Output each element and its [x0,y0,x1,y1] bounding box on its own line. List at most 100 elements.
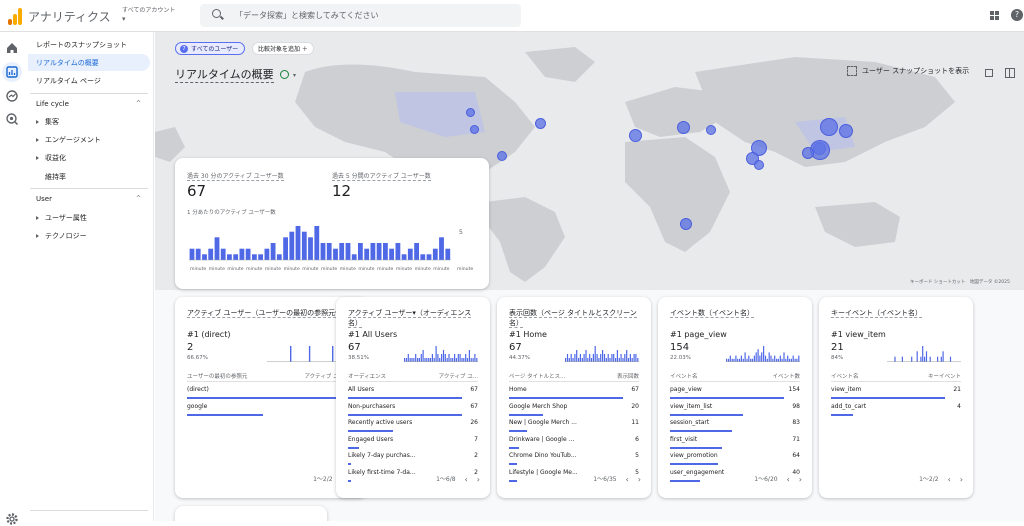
spark-bar[interactable] [942,351,944,362]
spark-bar[interactable] [598,358,600,362]
spark-bar[interactable] [785,358,787,362]
map-attribution[interactable]: キーボード ショートカット 地図データ ©2025 [910,280,1010,285]
table-row[interactable]: view_item 21 [831,384,961,401]
spark-bar[interactable] [744,352,746,362]
spark-bar[interactable] [790,358,792,362]
card-title[interactable]: イベント数（イベント名） [670,308,800,318]
col-header-right[interactable]: アクティブ ユ... [438,374,478,380]
spark-bar[interactable] [596,354,598,362]
spark-bar[interactable] [792,355,794,362]
spark-bar[interactable] [940,356,942,362]
map-bubble[interactable] [629,129,642,142]
chevron-left-icon[interactable]: ‹ [786,475,790,484]
spark-bar[interactable] [429,358,432,362]
minute-bar[interactable] [289,231,295,260]
minute-bar[interactable] [389,248,394,260]
table-row[interactable]: New | Google Merch ... 11 [509,417,639,434]
minute-bar[interactable] [270,243,276,260]
spark-bar[interactable] [607,354,609,362]
spark-bar[interactable] [405,358,408,362]
spark-bar[interactable] [727,358,730,362]
spark-bar[interactable] [615,358,617,362]
table-row[interactable]: Home 67 [509,384,639,401]
spark-bar[interactable] [613,354,615,362]
table-row[interactable]: All Users 67 [348,384,478,401]
spark-bar[interactable] [413,358,415,362]
spark-bar[interactable] [774,355,776,362]
spark-bar[interactable] [433,358,435,362]
spark-bar[interactable] [415,354,417,362]
reports-icon[interactable] [2,62,22,82]
minute-bar[interactable] [426,254,432,260]
spark-bar[interactable] [770,355,772,362]
spark-bar[interactable] [729,355,731,362]
spark-bar[interactable] [620,354,622,362]
spark-bar[interactable] [616,350,618,362]
spark-bar[interactable] [476,358,478,362]
spark-bar[interactable] [603,354,606,362]
col-header-left[interactable]: イベント名 [670,374,698,380]
card-title[interactable]: 表示回数（ページ タイトルとスクリーン名） [509,308,639,328]
spark-bar[interactable] [585,350,587,362]
spark-bar[interactable] [742,358,744,362]
minute-bar[interactable] [395,243,401,260]
table-row[interactable]: (direct)2 [187,384,355,401]
table-row[interactable]: Google Merch Shop 20 [509,401,639,418]
columns-icon[interactable] [1005,68,1015,78]
chevron-left-icon[interactable]: ‹ [625,475,629,484]
spark-bar[interactable] [409,358,411,362]
map-bubble[interactable] [470,125,479,134]
apps-grid-icon[interactable] [990,11,999,20]
spark-bar[interactable] [568,358,570,362]
spark-bar[interactable] [459,354,461,362]
spark-bar[interactable] [635,354,637,362]
spark-bar[interactable] [461,358,463,362]
col-header-right[interactable]: イベント数 [772,374,800,380]
minute-bar[interactable] [383,243,388,260]
world-map[interactable]: 7 すべてのユーザー 比較対象を追加 ＋ リアルタイムの概要 ▾ ユーザー スナッ… [155,32,1024,290]
spark-bar[interactable] [748,355,750,362]
spark-bar[interactable] [768,352,770,362]
minute-bar[interactable] [314,226,320,260]
spark-bar[interactable] [737,358,739,362]
minute-bar[interactable] [208,248,214,260]
minute-bar[interactable] [364,248,370,260]
spark-bar[interactable] [454,354,456,362]
chevron-right-icon[interactable]: › [959,475,963,484]
section-user[interactable]: User ^ [36,195,141,203]
analytics-logo[interactable] [8,7,22,25]
add-comparison-button[interactable]: 比較対象を追加 ＋ [252,42,314,55]
minute-bar[interactable] [220,248,226,260]
minute-bar[interactable] [301,231,307,260]
spark-bar[interactable] [740,355,742,362]
spark-bar[interactable] [779,355,781,362]
spark-bar[interactable] [574,354,576,362]
table-row[interactable]: Drinkware | Google ... 6 [509,434,639,451]
spark-bar[interactable] [435,346,437,362]
minute-bar[interactable] [258,254,263,260]
chevron-right-icon[interactable]: › [637,475,641,484]
spark-bar[interactable] [442,350,445,362]
fullscreen-icon[interactable] [985,69,993,77]
spark-bar[interactable] [901,356,903,362]
spark-bar[interactable] [751,358,754,362]
spark-bar[interactable] [579,354,581,362]
card-title[interactable]: キーイベント（イベント名） [831,308,961,318]
minute-bar[interactable] [308,237,313,260]
spark-bar[interactable] [794,358,796,362]
chevron-left-icon[interactable]: ‹ [464,475,468,484]
spark-bar[interactable] [566,354,569,362]
col-header-left[interactable]: オーディエンス [348,374,387,380]
sidebar-item-realtime-pages[interactable]: リアルタイム ページ [36,77,101,85]
map-bubble[interactable] [839,124,853,138]
spark-bar[interactable] [949,356,952,362]
spark-bar[interactable] [757,349,759,362]
spark-bar[interactable] [924,356,926,362]
spark-bar[interactable] [787,355,789,362]
map-bubble[interactable] [497,151,507,161]
table-row[interactable]: google1 [187,401,355,418]
spark-bar[interactable] [332,346,334,362]
account-picker[interactable]: すべてのアカウント ▾ [122,5,175,23]
spark-bar[interactable] [468,350,470,362]
minute-bar[interactable] [339,243,345,260]
